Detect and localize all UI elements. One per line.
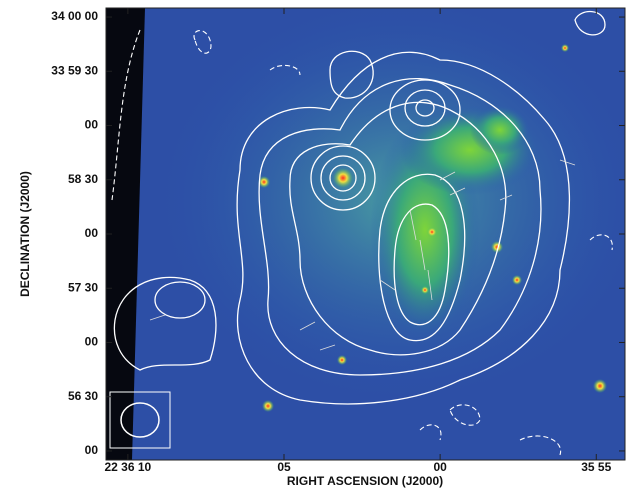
- sky-image: [106, 8, 625, 460]
- x-tick-label: 22 36 10: [104, 460, 151, 474]
- y-axis-label: DECLINATION (J2000): [18, 171, 32, 297]
- y-tick-label: 00: [85, 335, 99, 349]
- x-tick-label: 35 55: [581, 460, 611, 474]
- y-tick-label: 57 30: [68, 280, 98, 294]
- y-tick-label: 58 30: [68, 172, 98, 186]
- x-tick-label: 00: [433, 460, 447, 474]
- x-axis-label: RIGHT ASCENSION (J2000): [287, 474, 443, 488]
- y-tick-label: 00: [85, 118, 99, 132]
- y-tick-label: 33 59 30: [51, 63, 98, 77]
- y-tick-label: 00: [85, 226, 99, 240]
- y-tick-label: 00: [85, 443, 99, 457]
- x-tick-label: 05: [277, 460, 291, 474]
- y-tick-label: 56 30: [68, 389, 98, 403]
- y-tick-label: 34 00 00: [51, 9, 98, 23]
